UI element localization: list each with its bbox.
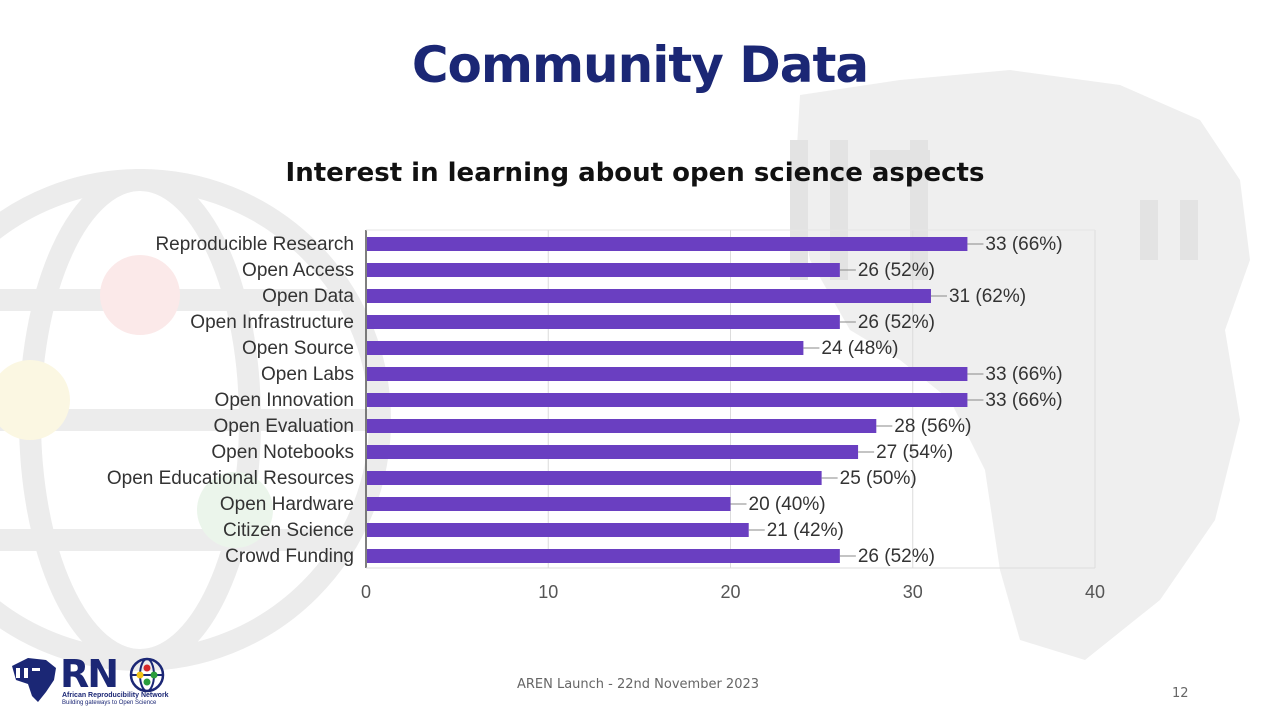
globe-icon [129, 657, 165, 693]
x-tick-label: 0 [361, 582, 371, 602]
aren-logo: RN African Reproducibility Network Build… [6, 652, 169, 708]
bar [367, 341, 804, 355]
logo-name: African Reproducibility Network [62, 692, 169, 699]
logo-letters: RN [60, 652, 119, 696]
data-label: 20 (40%) [749, 494, 826, 515]
category-label: Citizen Science [223, 520, 354, 541]
africa-map-watermark-icon [795, 70, 1250, 660]
bar [367, 497, 731, 511]
footer-text: AREN Launch - 22nd November 2023 [516, 677, 760, 692]
x-tick-label: 30 [903, 582, 923, 602]
data-label: 21 (42%) [767, 520, 844, 541]
data-label: 26 (52%) [858, 312, 935, 333]
data-label: 28 (56%) [894, 416, 971, 437]
bar [367, 445, 859, 459]
red-dot-watermark [100, 255, 180, 335]
data-label: 24 (48%) [821, 338, 898, 359]
category-label: Open Access [242, 260, 354, 281]
logo-tagline: Building gateways to Open Science [62, 700, 157, 706]
x-tick-label: 20 [720, 582, 740, 602]
yellow-dot-watermark [0, 360, 70, 440]
bar [367, 471, 822, 485]
category-label: Open Innovation [215, 390, 354, 411]
category-label: Open Educational Resources [107, 468, 354, 489]
bar [367, 523, 749, 537]
category-label: Open Data [262, 286, 354, 307]
category-label: Reproducible Research [155, 234, 354, 255]
data-label: 33 (66%) [985, 390, 1062, 411]
chart-bars [367, 237, 968, 563]
africa-map-icon [12, 658, 56, 702]
data-label: 26 (52%) [858, 260, 935, 281]
data-label: 25 (50%) [840, 468, 917, 489]
category-label: Open Infrastructure [190, 312, 354, 333]
data-label: 31 (62%) [949, 286, 1026, 307]
bar [367, 549, 840, 563]
x-tick-label: 10 [538, 582, 558, 602]
chart-x-ticks: 0 10 20 30 40 [361, 582, 1105, 602]
slide-title: Community Data [411, 36, 869, 94]
bar [367, 419, 877, 433]
bar [367, 289, 931, 303]
chart-title: Interest in learning about open science … [285, 158, 985, 188]
category-label: Open Notebooks [211, 442, 354, 463]
category-label: Open Source [242, 338, 354, 359]
chart-data-labels: 33 (66%) 26 (52%) 31 (62%) 26 (52%) 24 (48%)… [730, 234, 1063, 567]
category-label: Open Labs [261, 364, 354, 385]
x-tick-label: 40 [1085, 582, 1105, 602]
bar [367, 263, 840, 277]
bar [367, 367, 968, 381]
data-label: 27 (54%) [876, 442, 953, 463]
data-label: 33 (66%) [985, 364, 1062, 385]
bar [367, 393, 968, 407]
data-label: 33 (66%) [985, 234, 1062, 255]
category-label: Crowd Funding [225, 546, 354, 567]
bar [367, 237, 968, 251]
category-label: Open Evaluation [214, 416, 355, 437]
green-dot-watermark [197, 472, 273, 548]
bar [367, 315, 840, 329]
chart-category-labels: Reproducible Research Open Access Open Dat… [107, 234, 355, 567]
data-label: 26 (52%) [858, 546, 935, 567]
page-number: 12 [1172, 686, 1189, 701]
category-label: Open Hardware [220, 494, 354, 515]
